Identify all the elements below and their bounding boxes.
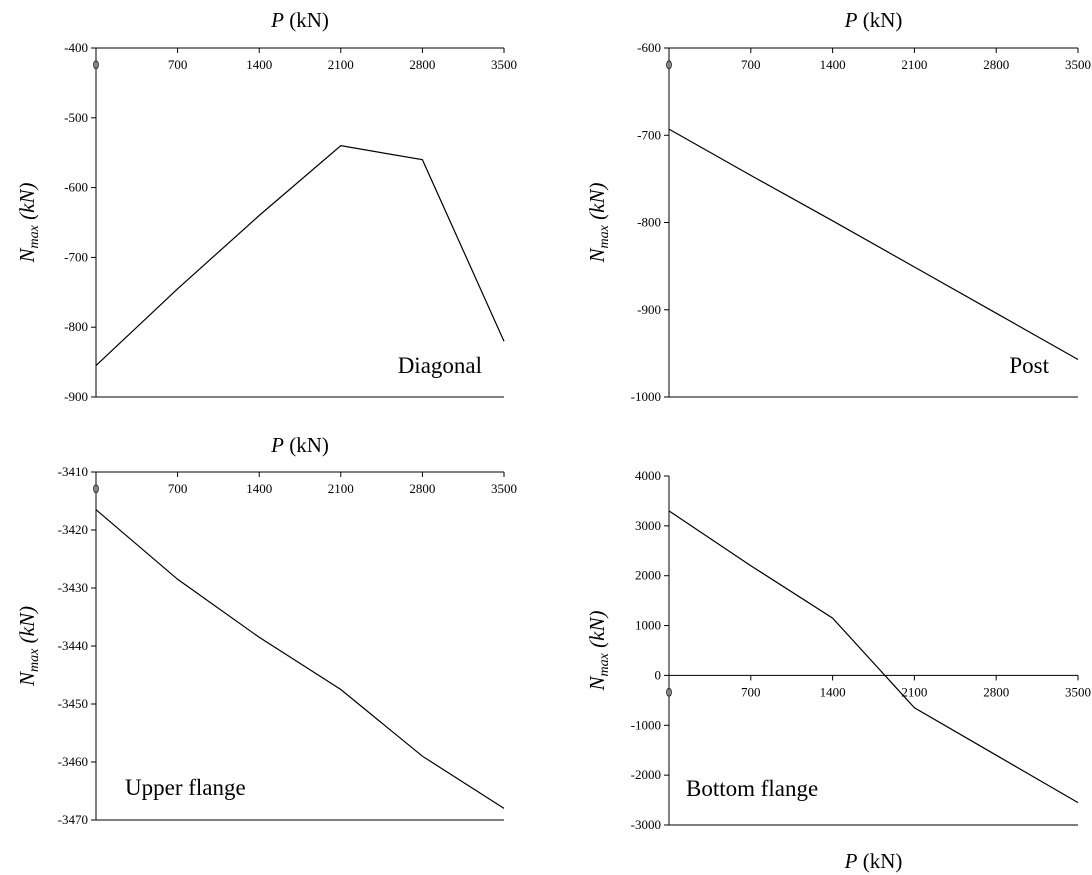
y-tick-label: -3420 bbox=[58, 522, 88, 537]
y-tick-label: -800 bbox=[64, 319, 88, 334]
y-tick-label: -3440 bbox=[58, 638, 88, 653]
y-tick-label: 4000 bbox=[635, 468, 661, 483]
x-tick-label: 1400 bbox=[820, 57, 846, 72]
x-tick-label: 0 bbox=[93, 57, 100, 72]
x-axis-title: P (kN) bbox=[844, 8, 903, 32]
y-axis-title: Nmax (kN) bbox=[585, 183, 612, 264]
x-tick-label: 2800 bbox=[409, 57, 435, 72]
x-tick-label: 2800 bbox=[409, 481, 435, 496]
chart-panel-2: -1000 -900 -800 -700 -600 0 700 1400 2100 2800 350… bbox=[585, 8, 1091, 404]
y-tick-label: -700 bbox=[637, 127, 661, 142]
y-tick-label: 1000 bbox=[635, 618, 661, 633]
x-axis-title: P (kN) bbox=[270, 433, 329, 457]
y-axis-title: Nmax (kN) bbox=[15, 183, 42, 264]
x-tick-label: 700 bbox=[741, 57, 761, 72]
y-tick-label: 0 bbox=[655, 667, 662, 682]
x-tick-label: 3500 bbox=[491, 57, 517, 72]
series-line bbox=[668, 510, 1079, 804]
x-tick-label: 1400 bbox=[820, 684, 846, 699]
x-axis-title: P (kN) bbox=[844, 849, 903, 873]
y-tick-label: -1000 bbox=[631, 717, 661, 732]
series-line bbox=[668, 128, 1079, 361]
y-tick-label: 3000 bbox=[635, 518, 661, 533]
x-tick-label: 2100 bbox=[328, 481, 354, 496]
x-tick-label: 0 bbox=[93, 481, 100, 496]
y-tick-label: -800 bbox=[637, 215, 661, 230]
x-tick-label: 0 bbox=[666, 57, 673, 72]
x-tick-label: 700 bbox=[168, 481, 188, 496]
y-tick-label: -600 bbox=[637, 40, 661, 55]
x-tick-label: 700 bbox=[741, 684, 761, 699]
y-tick-label: 2000 bbox=[635, 568, 661, 583]
series-line bbox=[95, 145, 505, 367]
x-tick-label: 3500 bbox=[1065, 684, 1091, 699]
y-tick-label: -400 bbox=[64, 40, 88, 55]
y-tick-label: -700 bbox=[64, 249, 88, 264]
panel-annotation: Post bbox=[1009, 353, 1049, 378]
chart-panel-1: -900 -800 -700 -600 -500 -400 0 700 1400 2100 2800… bbox=[15, 8, 517, 404]
chart-panel-3: -3470 -3460 -3450 -3440 -3430 -3420 -3410 0 700 1… bbox=[15, 433, 517, 827]
panel-annotation: Upper flange bbox=[125, 775, 246, 800]
y-tick-label: -900 bbox=[637, 302, 661, 317]
x-tick-label: 3500 bbox=[1065, 57, 1091, 72]
series-line bbox=[95, 509, 505, 809]
y-tick-label: -1000 bbox=[631, 389, 661, 404]
panel-annotation: Bottom flange bbox=[686, 776, 818, 801]
y-tick-label: -3430 bbox=[58, 580, 88, 595]
x-tick-label: 3500 bbox=[491, 481, 517, 496]
y-tick-label: -3410 bbox=[58, 464, 88, 479]
x-tick-label: 2100 bbox=[901, 57, 927, 72]
x-tick-label: 1400 bbox=[246, 481, 272, 496]
x-tick-label: 2100 bbox=[328, 57, 354, 72]
y-tick-label: -3470 bbox=[58, 812, 88, 827]
x-axis-title: P (kN) bbox=[270, 8, 329, 32]
x-tick-label: 1400 bbox=[246, 57, 272, 72]
chart-panel-4: -3000 -2000 -1000 0 1000 2000 3000 4000 0 700 1400… bbox=[585, 468, 1091, 873]
panel-annotation: Diagonal bbox=[398, 353, 482, 378]
y-tick-label: -2000 bbox=[631, 767, 661, 782]
x-tick-label: 700 bbox=[168, 57, 188, 72]
y-axis-title: Nmax (kN) bbox=[585, 611, 612, 692]
y-tick-label: -3460 bbox=[58, 754, 88, 769]
y-tick-label: -900 bbox=[64, 389, 88, 404]
y-tick-label: -500 bbox=[64, 110, 88, 125]
x-tick-label: 2100 bbox=[901, 684, 927, 699]
y-tick-label: -600 bbox=[64, 180, 88, 195]
y-tick-label: -3000 bbox=[631, 817, 661, 832]
y-axis-title: Nmax (kN) bbox=[15, 606, 42, 687]
x-tick-label: 2800 bbox=[983, 57, 1009, 72]
x-tick-label: 2800 bbox=[983, 684, 1009, 699]
y-tick-label: -3450 bbox=[58, 696, 88, 711]
x-tick-label: 0 bbox=[666, 684, 673, 699]
